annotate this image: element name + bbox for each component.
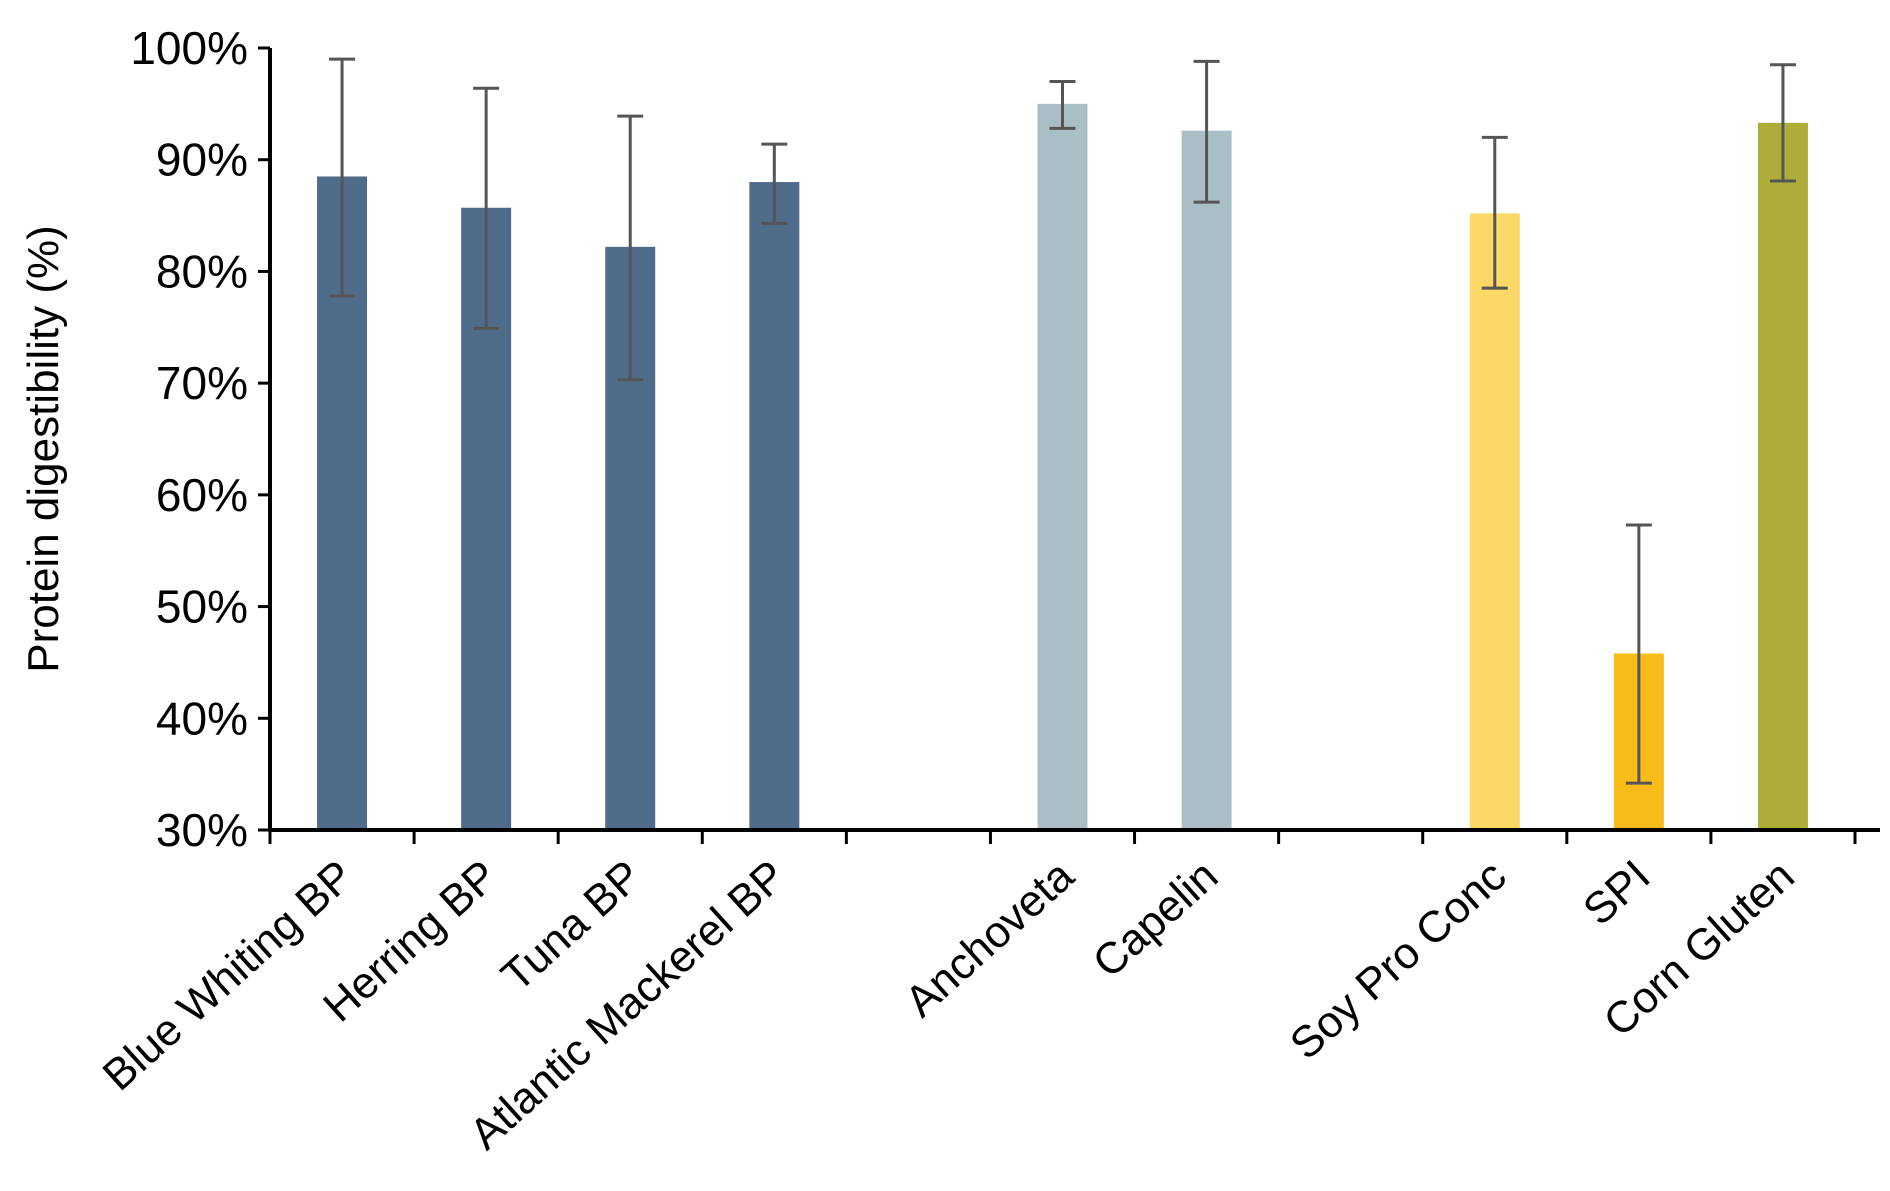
x-category-label: Capelin (1084, 851, 1228, 987)
bar (749, 182, 800, 831)
bar (1037, 103, 1088, 831)
x-category-label: Blue Whiting BP (94, 851, 363, 1100)
x-category-label: SPI (1574, 851, 1659, 935)
y-axis-ticks: 30% 40% 50% 60% 70% 80% 90% 100% (130, 22, 270, 856)
bars (317, 103, 1808, 831)
y-tick-label: 60% (156, 469, 248, 521)
y-tick-label: 30% (156, 804, 248, 856)
y-tick-label: 90% (156, 134, 248, 186)
y-tick-label: 80% (156, 245, 248, 297)
error-bars (329, 57, 1796, 785)
bar (1757, 122, 1808, 830)
y-tick-label: 50% (156, 581, 248, 633)
x-axis-ticks (268, 830, 1857, 844)
bar (1469, 213, 1520, 830)
y-tick-label: 40% (156, 692, 248, 744)
y-tick-label: 70% (156, 357, 248, 409)
y-tick-label: 100% (130, 22, 248, 74)
x-category-label: Anchoveta (896, 851, 1084, 1027)
x-category-label: Soy Pro Conc (1281, 851, 1516, 1069)
y-axis-title: Protein digestibility (%) (19, 225, 68, 673)
bar (1181, 130, 1232, 830)
